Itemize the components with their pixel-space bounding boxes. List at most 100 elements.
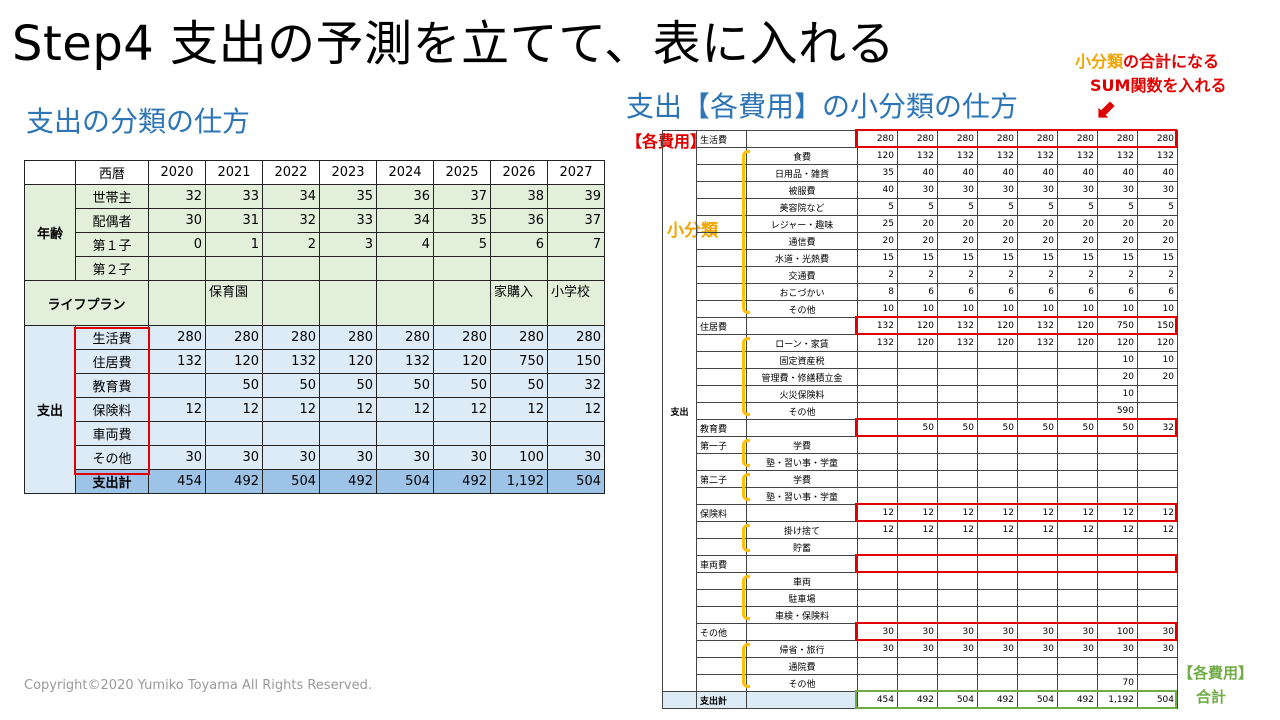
subcategory-label: その他: [746, 300, 858, 318]
table-cell: [897, 487, 938, 505]
table-cell: 25: [857, 215, 898, 233]
table-cell: [977, 368, 1018, 386]
table-cell: 120: [1137, 334, 1178, 352]
subcategory-label: 日用品・雑貨: [746, 164, 858, 182]
table-cell: 20: [977, 232, 1018, 250]
subcategory-label: 学費: [746, 470, 858, 488]
subcategory-row: 被服費 40 30 30 30 30 30 30 30: [663, 181, 1178, 199]
subcategory-label: [746, 504, 858, 522]
subcategory-row: 車検・保険料: [663, 606, 1178, 624]
subcategory-row: 駐車場: [663, 589, 1178, 607]
table-cell: [897, 538, 938, 556]
row-label: 住居費: [75, 349, 149, 374]
subcategory-label: 食費: [746, 147, 858, 165]
table-cell: 132: [1017, 147, 1058, 165]
category-row: 住居費 132 120 132 120 132 120 750 150: [663, 317, 1178, 335]
category-row: 教育費 50 50 50 50 50 50 32: [663, 419, 1178, 437]
table-cell: [977, 470, 1018, 488]
table-cell: 30: [977, 181, 1018, 199]
table-cell: 30: [977, 640, 1018, 658]
table-cell: 2: [897, 266, 938, 284]
table-cell: [897, 589, 938, 607]
table-cell: [1097, 572, 1138, 590]
total-cell: 492: [205, 469, 263, 494]
table-cell: 10: [1097, 385, 1138, 403]
table-cell: [1057, 385, 1098, 403]
subcategory-label: 被服費: [746, 181, 858, 199]
table-cell: [897, 657, 938, 675]
table-cell: [376, 421, 434, 446]
table-cell: [937, 606, 978, 624]
table-cell: 12: [897, 521, 938, 539]
row-label: 車両費: [75, 421, 149, 446]
subcategory-bracket: [742, 575, 750, 620]
table-cell: [490, 256, 548, 281]
table-cell: 20: [977, 215, 1018, 233]
table-cell: 31: [205, 208, 263, 233]
table-cell: 2: [1017, 266, 1058, 284]
table-cell: 132: [937, 147, 978, 165]
total-cell: 492: [433, 469, 491, 494]
table-cell: 20: [1057, 232, 1098, 250]
total-cell: 492: [319, 469, 377, 494]
category-label: 支出計: [696, 691, 747, 709]
table-cell: 30: [1017, 640, 1058, 658]
subcategory-label: 掛け捨て: [746, 521, 858, 539]
table-cell: [1057, 368, 1098, 386]
table-cell: 2: [1097, 266, 1138, 284]
table-cell: [547, 256, 605, 281]
expense-row: 教育費 50 50 50 50 50 50 32: [25, 373, 605, 398]
table-cell: [897, 436, 938, 454]
table-cell: 280: [148, 325, 206, 350]
table-cell: 150: [547, 349, 605, 374]
sum-annotation-line1: 小分類の合計になる: [1075, 48, 1219, 72]
table-cell: 30: [205, 445, 263, 470]
table-cell: 50: [376, 373, 434, 398]
table-cell: 10: [937, 300, 978, 318]
table-cell: [1137, 487, 1178, 505]
table-cell: [1097, 657, 1138, 675]
table-cell: 20: [1097, 232, 1138, 250]
table-cell: 10: [1097, 300, 1138, 318]
category-label: 第二子: [696, 470, 747, 488]
table-cell: 30: [1057, 640, 1098, 658]
table-cell: 12: [319, 397, 377, 422]
table-cell: 30: [1097, 640, 1138, 658]
table-cell: 12: [148, 397, 206, 422]
table-cell: [1017, 606, 1058, 624]
table-cell: 35: [857, 164, 898, 182]
category-label: [696, 521, 747, 539]
table-cell: 6: [490, 232, 548, 257]
table-cell: 15: [1017, 249, 1058, 267]
table-cell: 30: [376, 445, 434, 470]
subcategory-row: 塾・習い事・学童: [663, 453, 1178, 471]
table-cell: 30: [937, 181, 978, 199]
table-cell: [977, 351, 1018, 369]
row-label: その他: [75, 445, 149, 470]
table-cell: 10: [1057, 300, 1098, 318]
table-cell: 35: [433, 208, 491, 233]
row-label: 第１子: [75, 232, 149, 257]
total-row: 支出計 454 492 504 492 504 492 1,192 504: [25, 469, 605, 494]
table-cell: 5: [1017, 198, 1058, 216]
table-cell: 120: [1057, 334, 1098, 352]
table-cell: [897, 351, 938, 369]
table-cell: [977, 538, 1018, 556]
row-label: 配偶者: [75, 208, 149, 233]
table-cell: [977, 385, 1018, 403]
table-cell: 15: [937, 249, 978, 267]
age-row: 配偶者 30 31 32 33 34 35 36 37: [25, 208, 605, 233]
table-cell: 30: [148, 445, 206, 470]
table-cell: 120: [857, 147, 898, 165]
table-cell: 20: [1097, 215, 1138, 233]
table-cell: 20: [897, 232, 938, 250]
lifeplan-row: ライフプラン 保育園 家購入 小学校: [24, 280, 605, 326]
table-cell: [857, 453, 898, 471]
total-cell: 504: [262, 469, 320, 494]
detail-table-wrapper: 支出 生活費 280 280 280 280 280 280 280 280 食費 120 132 132…: [662, 130, 1178, 709]
table-cell: 0: [148, 232, 206, 257]
table-cell: 40: [1097, 164, 1138, 182]
table-cell: 12: [1137, 521, 1178, 539]
subcategory-label: 車両: [746, 572, 858, 590]
category-label: [696, 572, 747, 590]
